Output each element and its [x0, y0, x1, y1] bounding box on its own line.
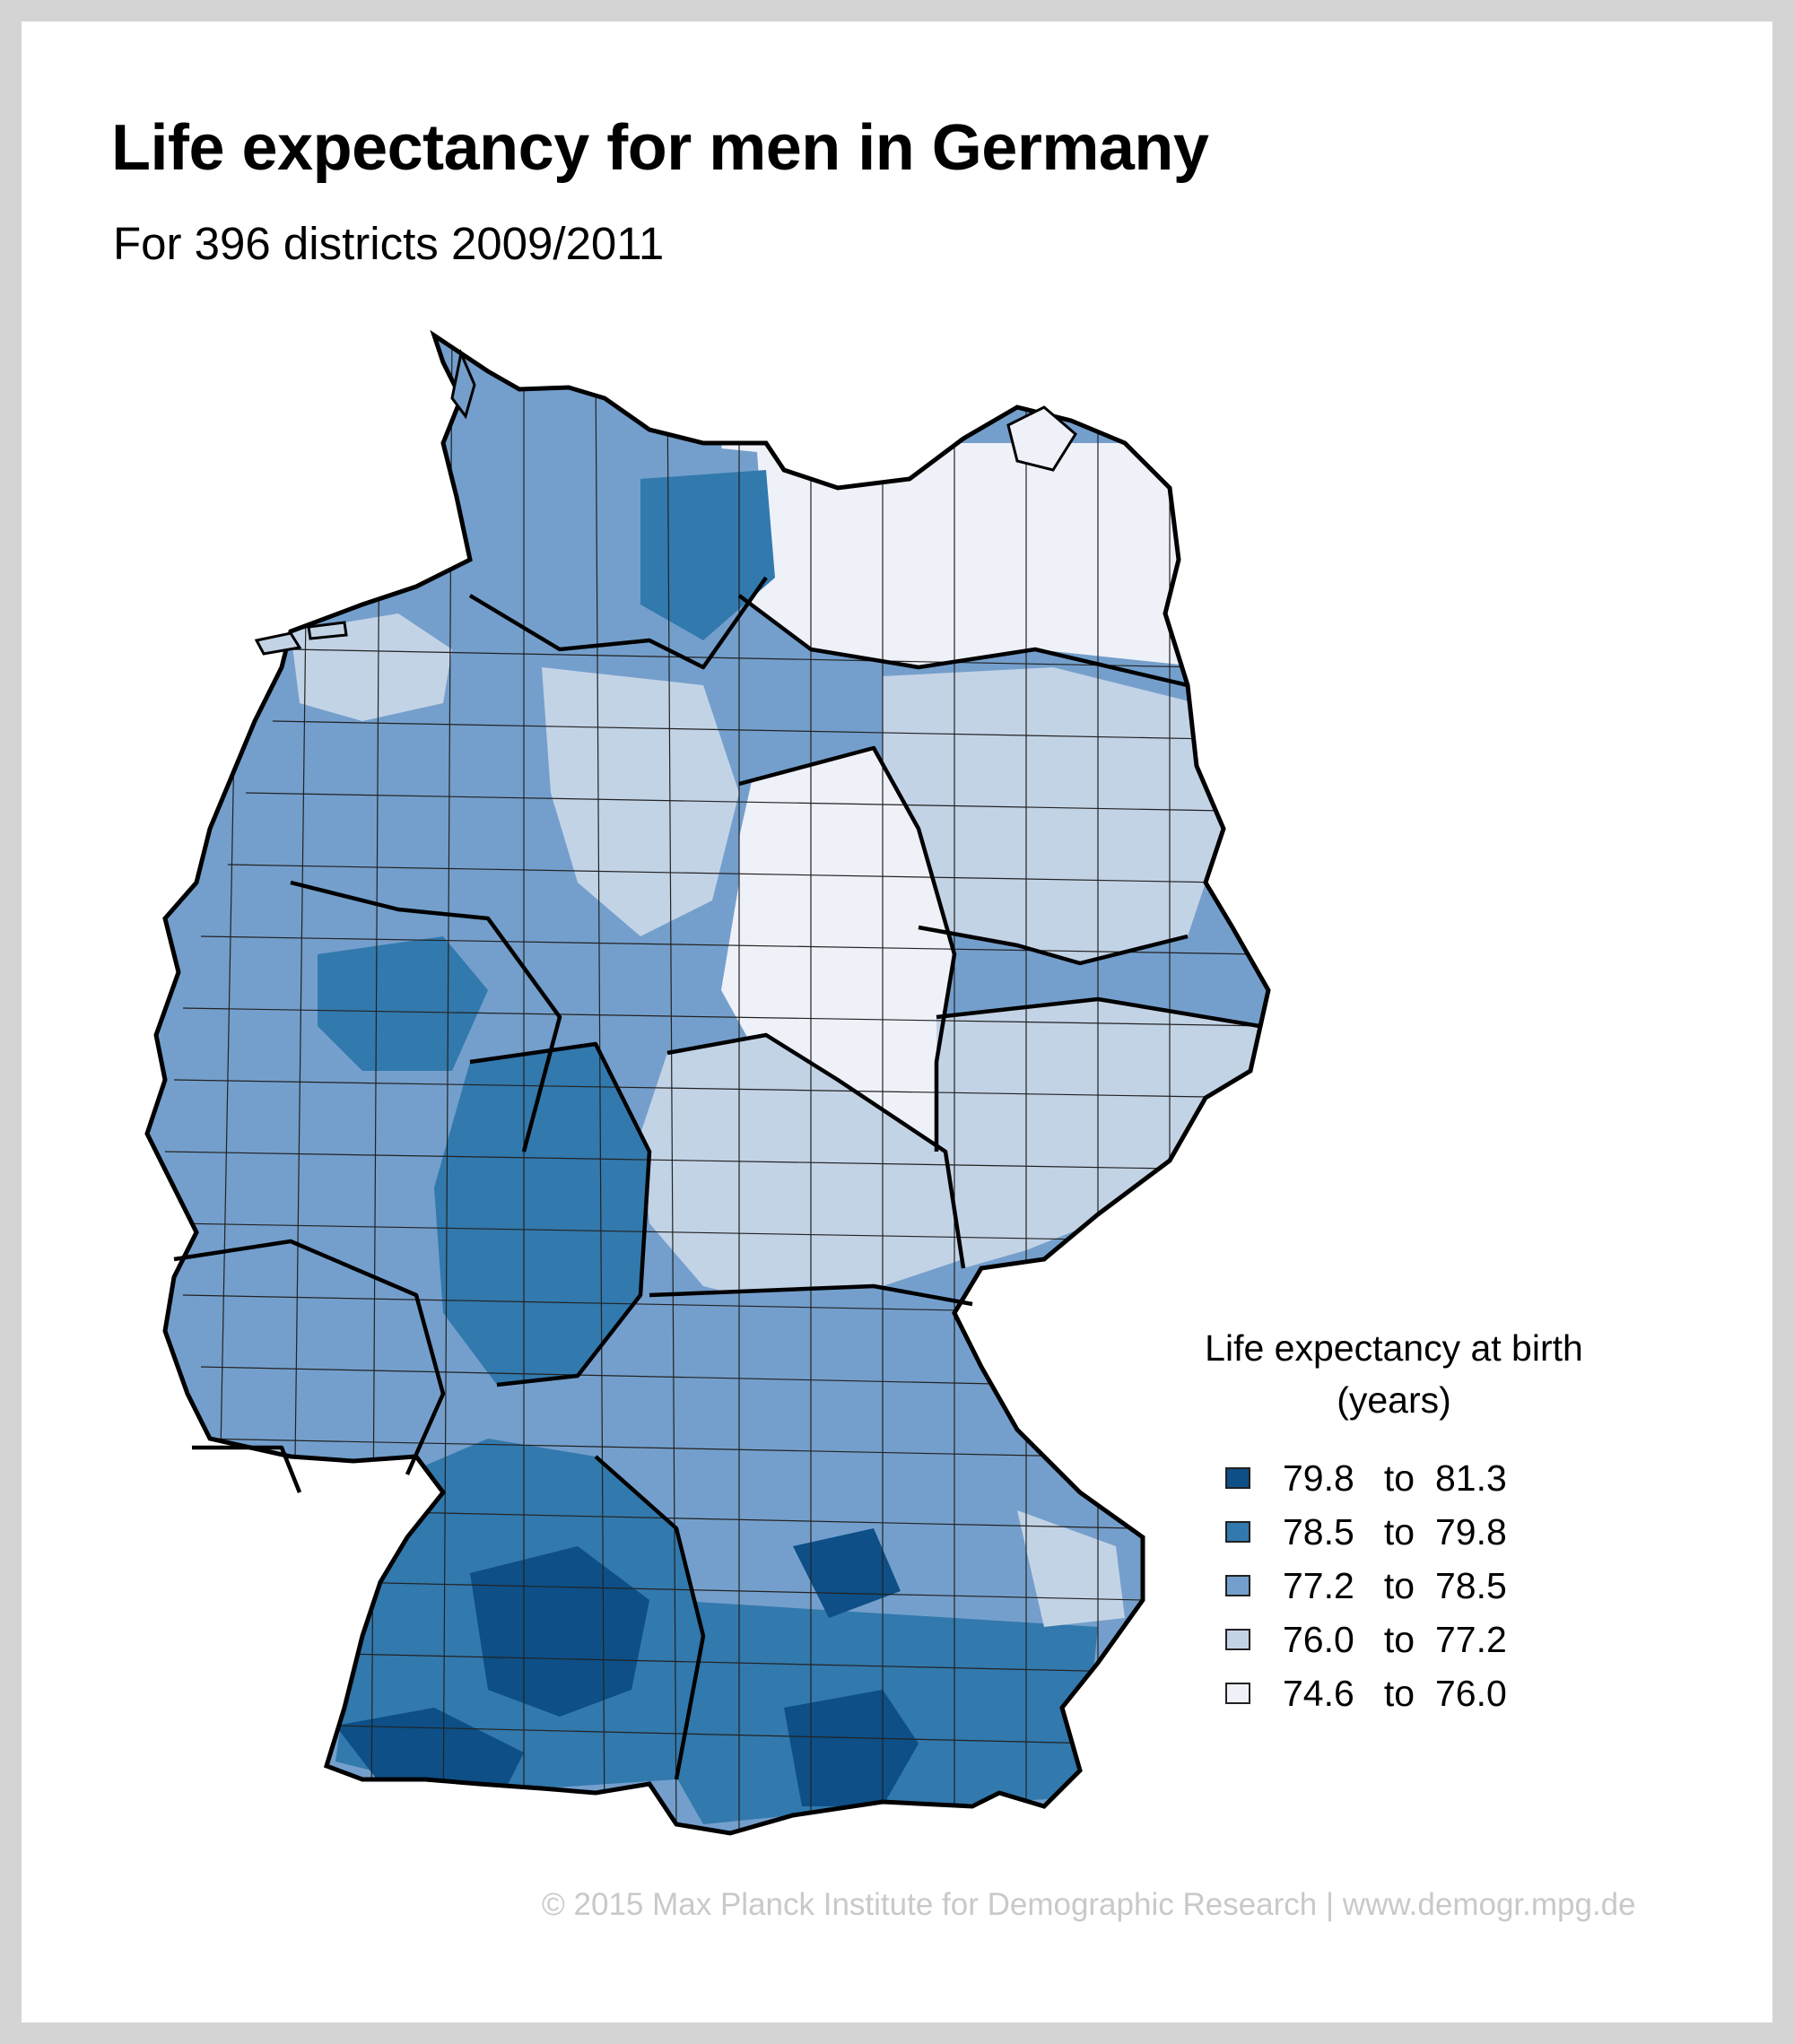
germany-choropleth-map — [22, 22, 1772, 2022]
legend-to: 79.8 — [1435, 1510, 1507, 1553]
legend-to-word: to — [1383, 1564, 1415, 1606]
legend: Life expectancy at birth (years) 79.8 to… — [1161, 1322, 1627, 1720]
legend-to-word: to — [1383, 1672, 1415, 1714]
map-title: Life expectancy for men in Germany — [111, 112, 1209, 184]
legend-title: Life expectancy at birth (years) — [1161, 1322, 1627, 1426]
legend-from: 77.2 — [1283, 1564, 1354, 1606]
legend-title-line2: (years) — [1337, 1379, 1451, 1421]
region-bw-dark — [470, 1546, 649, 1717]
legend-title-line1: Life expectancy at birth — [1205, 1327, 1583, 1369]
copyright-credit: © 2015 Max Planck Institute for Demograp… — [542, 1887, 1636, 1922]
legend-to: 81.3 — [1435, 1457, 1507, 1499]
legend-to-word: to — [1383, 1510, 1415, 1553]
legend-swatch — [1225, 1629, 1250, 1650]
region-northeast — [721, 443, 1206, 667]
legend-from: 79.8 — [1283, 1457, 1354, 1499]
region-bodensee — [335, 1708, 524, 1788]
region-rhineland — [174, 1241, 443, 1474]
region-saxony — [936, 999, 1268, 1268]
legend-swatch — [1225, 1683, 1250, 1704]
legend-item: 78.5 to 79.8 — [1225, 1505, 1627, 1559]
legend-to: 76.0 — [1435, 1672, 1507, 1714]
map-card: Life expectancy for men in Germany For 3… — [22, 22, 1772, 2022]
legend-from: 78.5 — [1283, 1510, 1354, 1553]
legend-to: 77.2 — [1435, 1618, 1507, 1660]
region-north-sea-coast — [291, 613, 452, 721]
legend-to-word: to — [1383, 1618, 1415, 1660]
legend-from: 76.0 — [1283, 1618, 1354, 1660]
region-bavaria-darkest — [784, 1690, 919, 1806]
region-brandenburg — [883, 667, 1224, 963]
region-lower-saxony-light — [542, 667, 739, 936]
legend-to-word: to — [1383, 1457, 1415, 1499]
legend-item: 77.2 to 78.5 — [1225, 1559, 1627, 1613]
legend-item: 74.6 to 76.0 — [1225, 1666, 1627, 1720]
legend-swatch — [1225, 1521, 1250, 1543]
legend-item: 76.0 to 77.2 — [1225, 1613, 1627, 1666]
islands — [254, 348, 1077, 656]
region-hesse — [434, 1044, 649, 1385]
legend-items: 79.8 to 81.3 78.5 to 79.8 77.2 to 78.5 7… — [1225, 1451, 1627, 1720]
legend-from: 74.6 — [1283, 1672, 1354, 1714]
district-boundaries — [164, 335, 1268, 1833]
state-boundaries — [173, 576, 1260, 1780]
region-nrw-dark — [318, 936, 488, 1071]
legend-item: 79.8 to 81.3 — [1225, 1451, 1627, 1505]
region-nuremberg-dark — [793, 1528, 901, 1618]
map-subtitle: For 396 districts 2009/2011 — [113, 218, 665, 269]
legend-swatch — [1225, 1467, 1250, 1489]
legend-swatch — [1225, 1575, 1250, 1596]
legend-to: 78.5 — [1435, 1564, 1507, 1606]
